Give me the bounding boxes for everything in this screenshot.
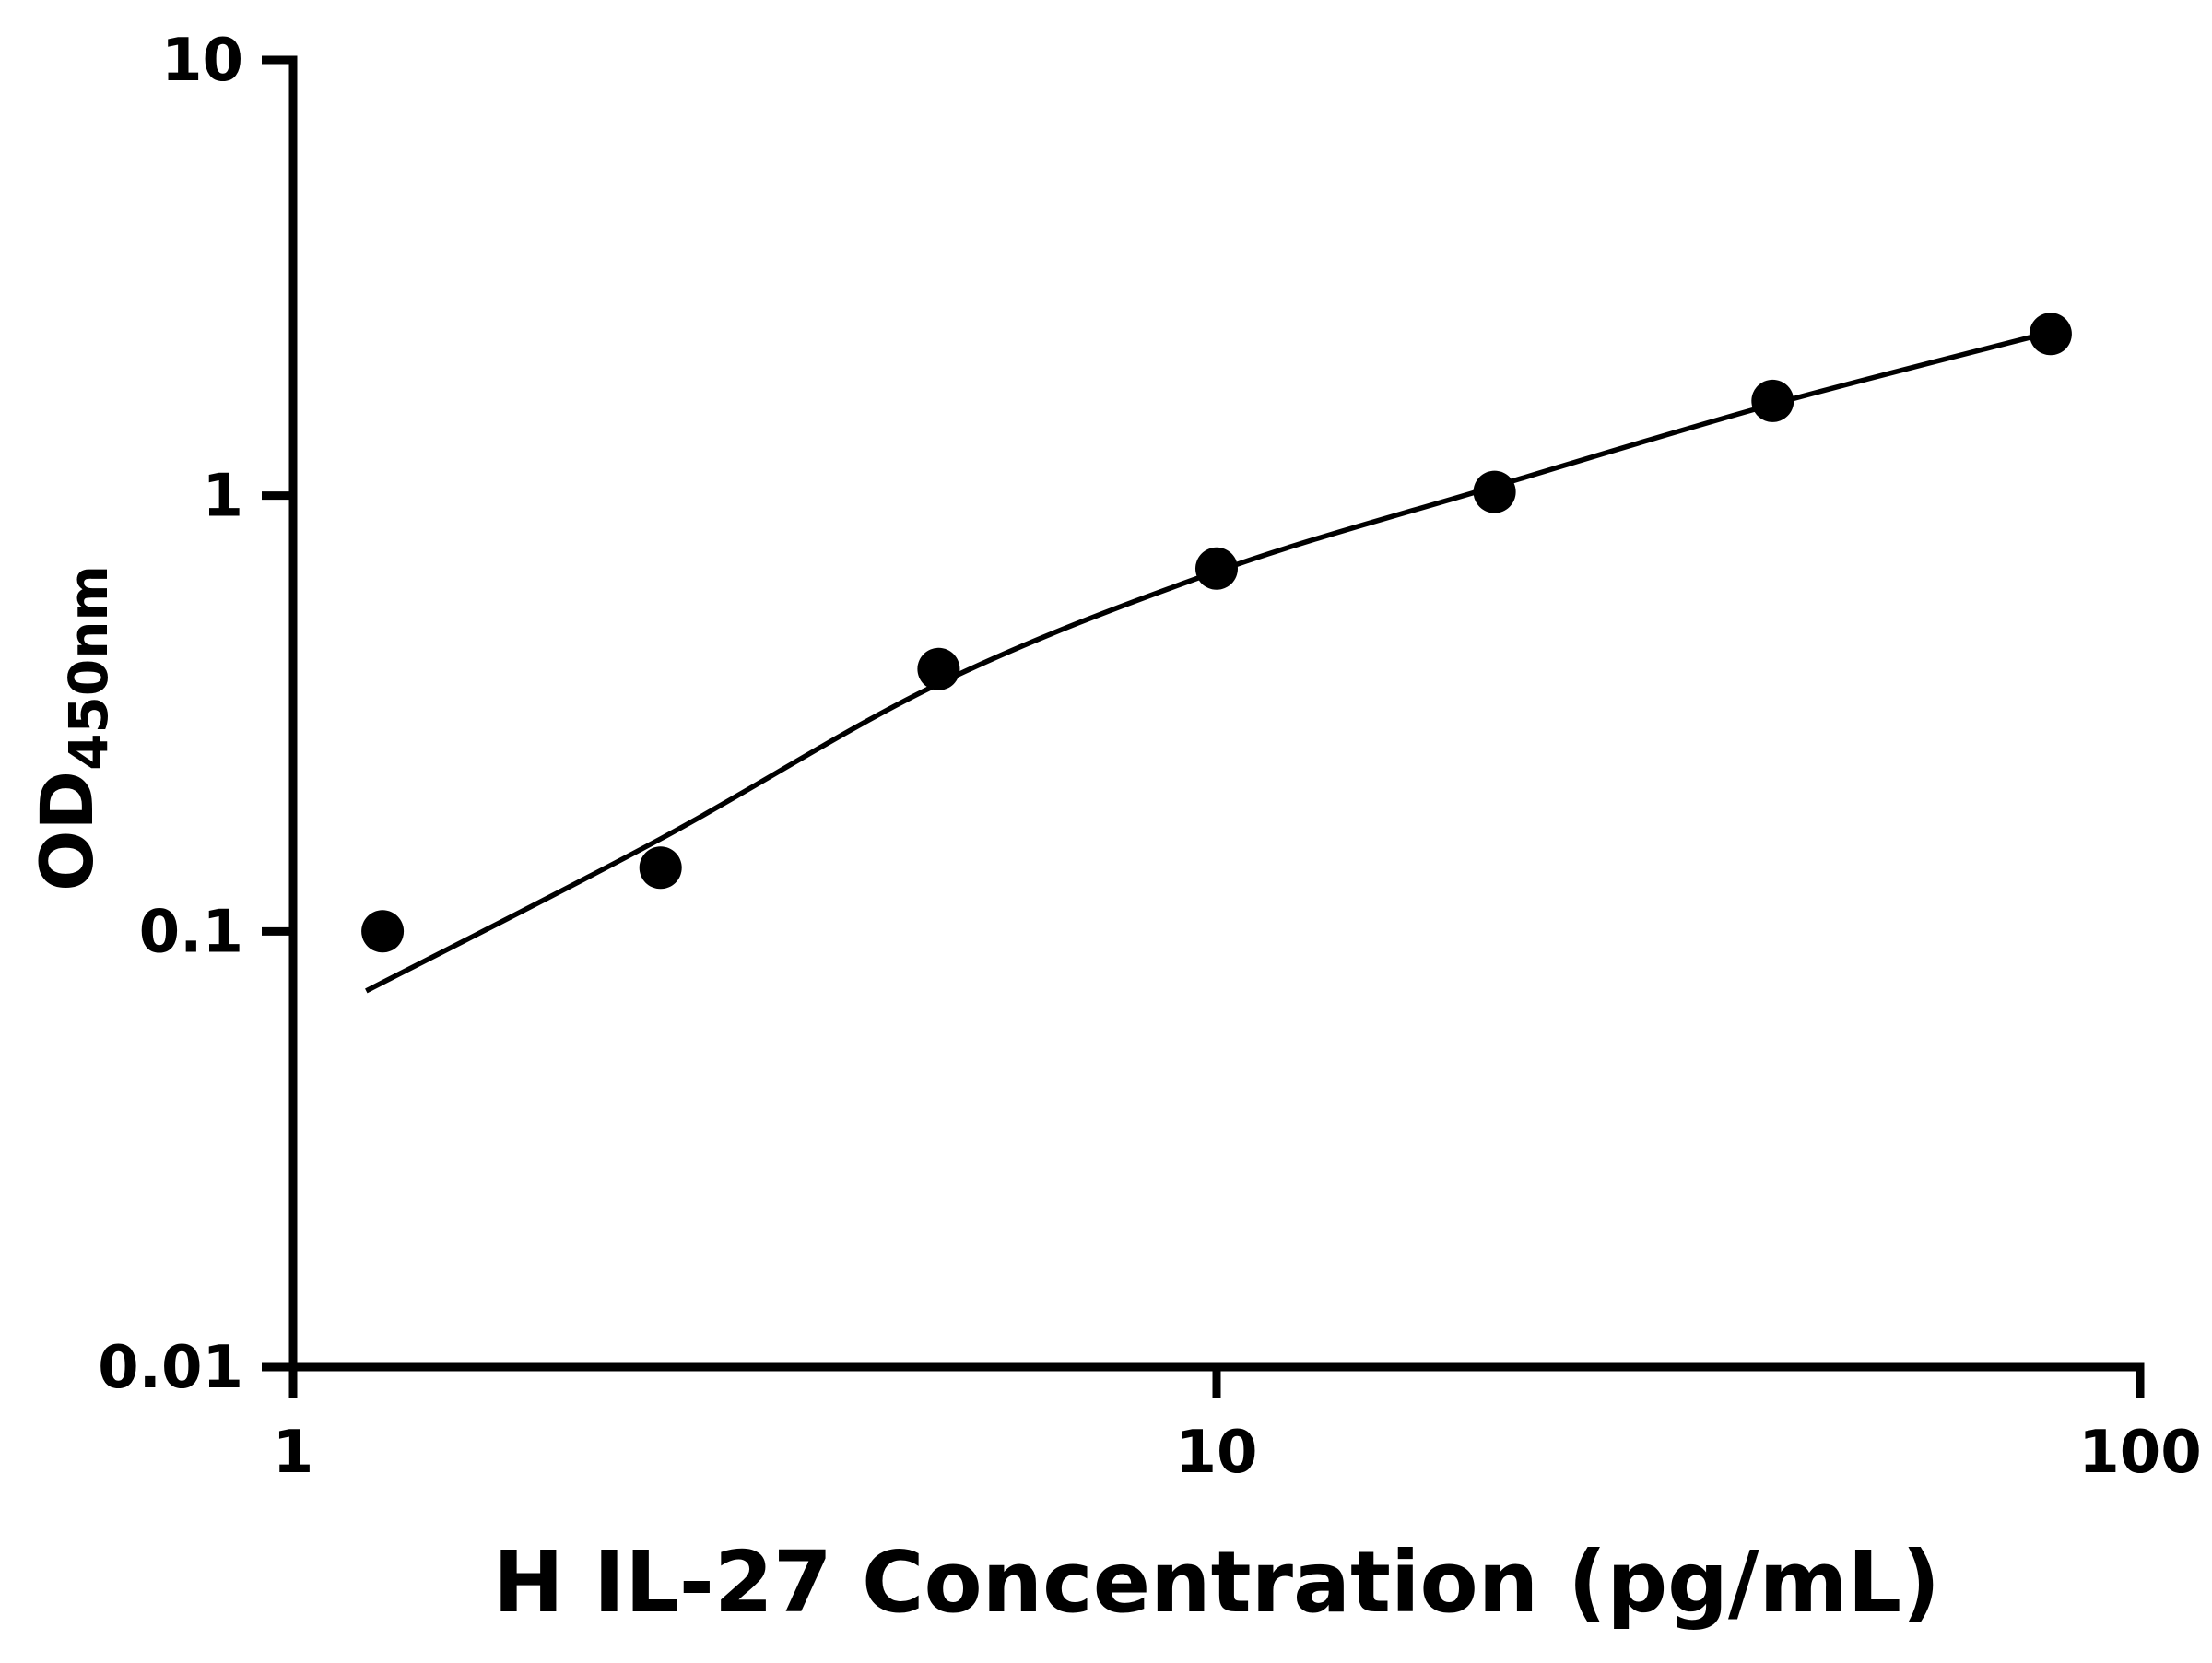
y-axis-title-main: OD <box>27 771 110 891</box>
data-point <box>361 910 405 953</box>
y-tick-label: 10 <box>161 27 243 95</box>
data-point <box>1473 470 1516 513</box>
y-tick-label: 0.01 <box>98 1334 243 1402</box>
y-tick-label: 1 <box>202 463 243 531</box>
x-tick-label: 10 <box>1175 1419 1257 1487</box>
x-tick-label: 1 <box>273 1419 314 1487</box>
data-point <box>917 647 960 690</box>
data-point <box>639 846 682 890</box>
x-axis-title: H IL-27 Concentration (pg/mL) <box>493 1533 1940 1632</box>
data-point <box>1195 547 1238 590</box>
x-tick-label: 100 <box>2078 1419 2202 1487</box>
y-tick-label: 0.1 <box>139 898 243 966</box>
y-axis-title: OD450nm <box>27 565 120 891</box>
y-axis-title-subscript: 450nm <box>57 565 120 771</box>
data-point <box>2029 313 2072 356</box>
data-point <box>1751 379 1794 422</box>
